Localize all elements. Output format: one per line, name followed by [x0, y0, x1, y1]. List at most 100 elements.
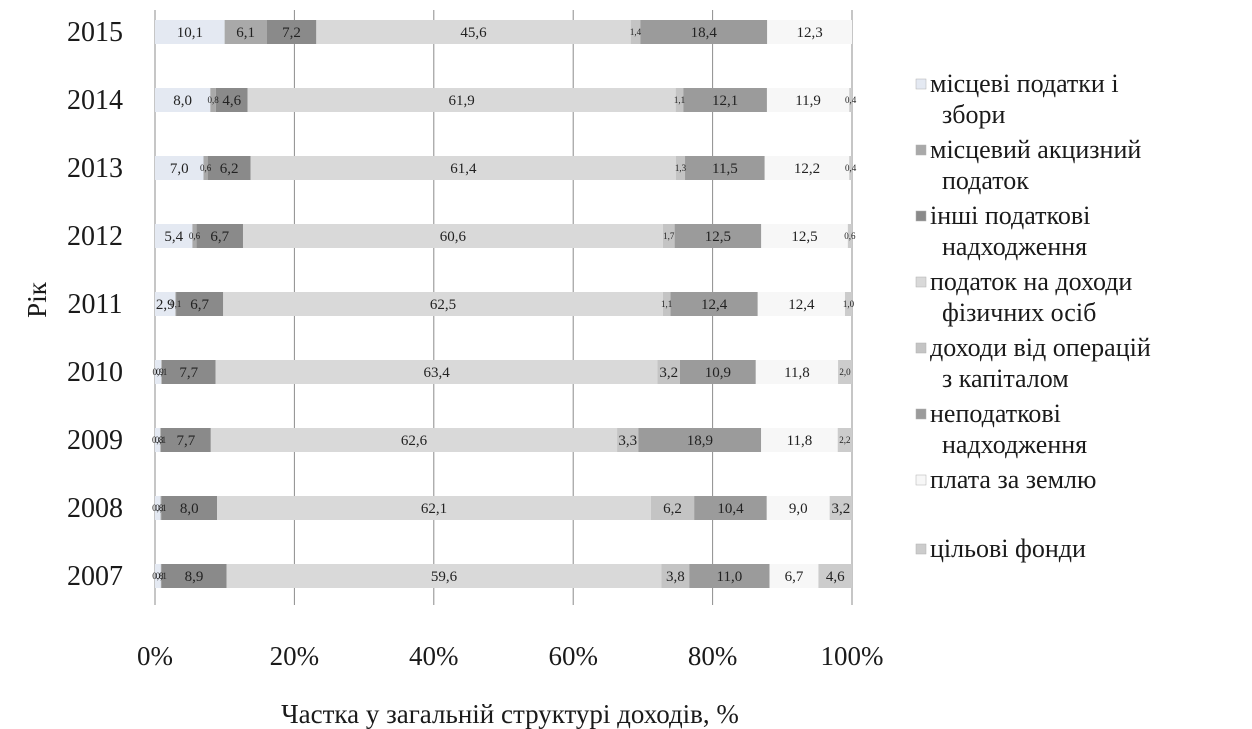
- bar-segment: [694, 496, 767, 520]
- data-label: 0,4: [845, 163, 857, 173]
- data-label: 7,7: [179, 365, 198, 381]
- data-label: 12,5: [791, 229, 817, 245]
- bar-segment: [155, 156, 204, 180]
- bar-segment: [849, 88, 852, 112]
- bar-segment: [849, 156, 852, 180]
- data-label: 4,6: [222, 93, 241, 109]
- data-label: 12,4: [701, 297, 728, 313]
- data-label: 3,2: [659, 365, 678, 381]
- bar-segment: [638, 428, 762, 452]
- legend-swatch: [915, 408, 927, 420]
- data-label: 7,7: [176, 433, 195, 449]
- data-label: 0,6: [200, 163, 212, 173]
- data-label: 1,7: [663, 231, 675, 241]
- data-label: 1,0: [843, 299, 855, 309]
- y-tick-label: 2014: [67, 85, 123, 116]
- data-label: 0,8: [152, 571, 164, 581]
- legend-label: місцеві податки і: [930, 69, 1119, 98]
- data-label: 18,4: [691, 25, 718, 41]
- data-label: 0,6: [189, 231, 201, 241]
- data-label: 10,9: [705, 365, 731, 381]
- data-label: 61,4: [450, 161, 477, 177]
- legend-label: податок: [942, 166, 1029, 195]
- y-tick-label: 2008: [67, 493, 123, 524]
- bar-segment: [675, 88, 684, 112]
- bars: [155, 20, 852, 588]
- bar-segment: [761, 224, 848, 248]
- bar-segment: [161, 564, 227, 588]
- bar-segment: [161, 360, 162, 384]
- bar-segment: [662, 224, 675, 248]
- data-label: 0,8: [207, 95, 219, 105]
- data-label: 6,7: [190, 297, 209, 313]
- bar-segment: [250, 156, 677, 180]
- data-label: 12,3: [796, 25, 822, 41]
- bar-segment: [226, 564, 662, 588]
- bar-segment: [766, 88, 850, 112]
- bar-segment: [755, 360, 839, 384]
- bar-segment: [679, 360, 756, 384]
- data-label: 11,8: [787, 433, 813, 449]
- bar-segment: [844, 292, 852, 316]
- data-label: 4,6: [826, 569, 845, 585]
- x-axis-title: Частка у загальній структурі доходів, %: [281, 699, 739, 729]
- bar-segment: [215, 360, 658, 384]
- data-label: 9,0: [789, 501, 808, 517]
- legend-label: надходження: [942, 232, 1087, 261]
- bar-segment: [155, 428, 161, 452]
- bar-segment: [160, 496, 162, 520]
- legend-label: податок на доходи: [930, 267, 1132, 296]
- data-label: 6,7: [785, 569, 804, 585]
- bar-segment: [661, 564, 690, 588]
- x-tick-label: 40%: [409, 641, 459, 671]
- data-label: 62,6: [401, 433, 428, 449]
- data-label: 12,1: [712, 93, 738, 109]
- data-label: 5,4: [164, 229, 183, 245]
- data-label: 0,8: [152, 503, 164, 513]
- bar-segment: [640, 20, 768, 44]
- data-label: 3,3: [618, 433, 637, 449]
- bar-segment: [155, 292, 176, 316]
- bar-segment: [161, 360, 216, 384]
- legend-label: надходження: [942, 430, 1087, 459]
- data-label: 2,9: [156, 297, 175, 313]
- data-label: 1,1: [661, 299, 672, 309]
- data-label: 18,9: [687, 433, 713, 449]
- bar-segment: [837, 428, 852, 452]
- data-label: 12,4: [788, 297, 815, 313]
- bar-segment: [766, 496, 830, 520]
- data-label: 6,7: [210, 229, 229, 245]
- data-label: 7,2: [282, 25, 301, 41]
- bar-segment: [207, 156, 251, 180]
- x-axis-tick-labels: 0% 20% 40% 60% 80% 100%: [137, 641, 884, 671]
- data-label: 6,2: [663, 501, 682, 517]
- data-label: 10,1: [177, 25, 203, 41]
- y-tick-label: 2007: [67, 561, 123, 592]
- bar-segment: [674, 224, 762, 248]
- data-label: 11,8: [784, 365, 810, 381]
- data-label: 11,0: [717, 569, 743, 585]
- bar-segment: [764, 156, 850, 180]
- bar-segment: [155, 360, 162, 384]
- legend-swatch: [915, 276, 927, 288]
- y-axis-title: Рік: [22, 281, 52, 318]
- data-label: 8,9: [185, 569, 204, 585]
- bar-segment: [242, 224, 663, 248]
- bar-segment: [683, 88, 767, 112]
- bar-segment: [176, 292, 224, 316]
- bar-segment: [210, 428, 618, 452]
- bar-segment: [224, 20, 267, 44]
- data-label: 8,0: [173, 93, 192, 109]
- bar-segment: [657, 360, 680, 384]
- data-label: 62,1: [421, 501, 447, 517]
- bar-segment: [838, 360, 852, 384]
- y-tick-label: 2009: [67, 425, 123, 456]
- bar-segment: [689, 564, 770, 588]
- data-label: 11,9: [795, 93, 821, 109]
- bar-segment: [685, 156, 765, 180]
- data-label: 45,6: [460, 25, 487, 41]
- data-label: 63,4: [423, 365, 450, 381]
- bar-segment: [160, 428, 211, 452]
